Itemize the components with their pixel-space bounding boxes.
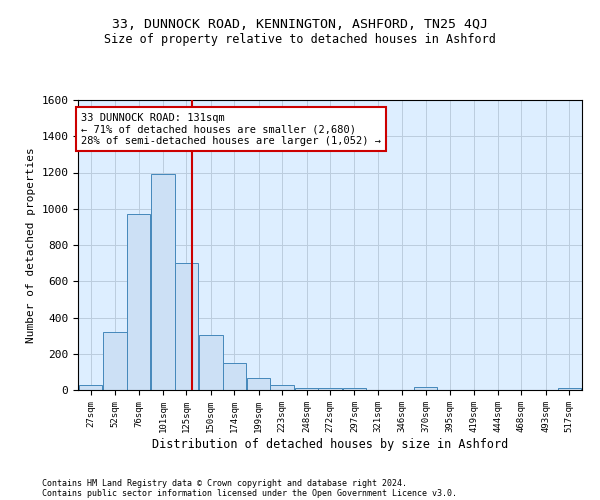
Bar — [343, 388, 366, 390]
Text: Contains HM Land Registry data © Crown copyright and database right 2024.: Contains HM Land Registry data © Crown c… — [42, 478, 407, 488]
Bar — [557, 388, 581, 390]
Bar — [271, 386, 294, 390]
Text: Contains public sector information licensed under the Open Government Licence v3: Contains public sector information licen… — [42, 488, 457, 498]
Bar — [103, 332, 127, 390]
Y-axis label: Number of detached properties: Number of detached properties — [26, 147, 36, 343]
Bar — [223, 363, 246, 390]
Bar — [295, 388, 318, 390]
Bar — [175, 263, 198, 390]
X-axis label: Distribution of detached houses by size in Ashford: Distribution of detached houses by size … — [152, 438, 508, 450]
Bar — [127, 214, 150, 390]
Bar — [247, 378, 271, 390]
Bar — [151, 174, 175, 390]
Text: 33, DUNNOCK ROAD, KENNINGTON, ASHFORD, TN25 4QJ: 33, DUNNOCK ROAD, KENNINGTON, ASHFORD, T… — [112, 18, 488, 30]
Text: 33 DUNNOCK ROAD: 131sqm
← 71% of detached houses are smaller (2,680)
28% of semi: 33 DUNNOCK ROAD: 131sqm ← 71% of detache… — [81, 112, 381, 146]
Bar — [79, 384, 103, 390]
Bar — [199, 334, 223, 390]
Bar — [414, 388, 437, 390]
Text: Size of property relative to detached houses in Ashford: Size of property relative to detached ho… — [104, 32, 496, 46]
Bar — [318, 388, 342, 390]
